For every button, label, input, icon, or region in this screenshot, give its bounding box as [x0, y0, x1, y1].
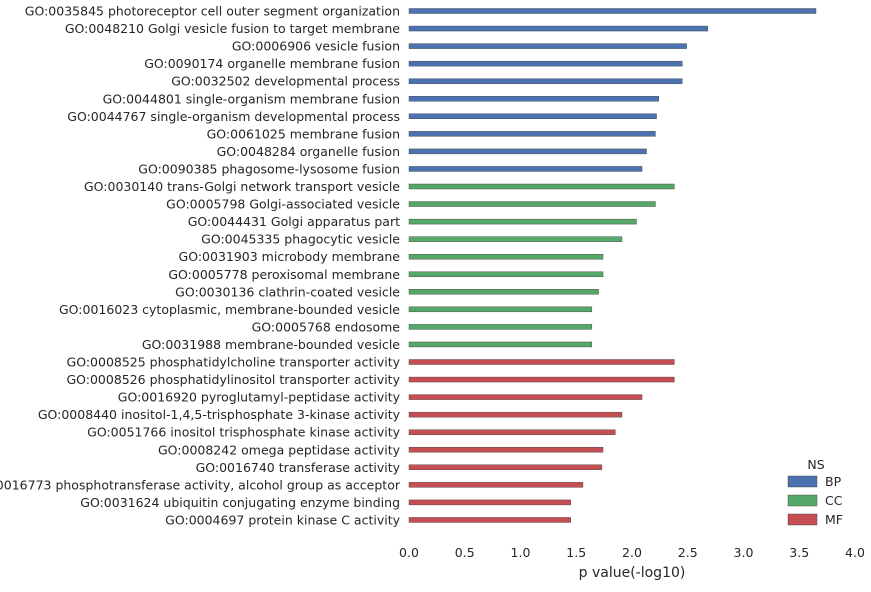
bar-28 — [408, 482, 584, 488]
bar-11 — [408, 183, 675, 190]
category-label-20: GO:0031988 membrane-bounded vesicle — [142, 337, 400, 352]
x-tick-label-7: 3.0 — [734, 545, 754, 560]
category-label-30: GO:0004697 protein kinase C activity — [165, 512, 400, 527]
category-label-19: GO:0005768 endosome — [252, 319, 401, 334]
legend: NS BP CC MF — [787, 457, 843, 527]
bar-21 — [408, 359, 675, 365]
category-label-11: GO:0030140 trans-Golgi network transport… — [84, 179, 400, 194]
x-tick-label-5: 2.0 — [622, 545, 642, 560]
legend-label-cc: CC — [825, 493, 843, 508]
legend-swatch-cc — [787, 494, 818, 507]
category-label-22: GO:0008526 phosphatidylinositol transpor… — [66, 372, 400, 387]
legend-swatch-mf — [787, 513, 818, 526]
bar-22 — [408, 376, 675, 383]
bar-6 — [408, 96, 659, 102]
category-label-9: GO:0048284 organelle fusion — [217, 144, 400, 159]
category-label-15: GO:0031903 microbody membrane — [179, 249, 401, 264]
category-label-23: GO:0016920 pyroglutamyl-peptidase activi… — [118, 390, 401, 405]
x-tick-label-6: 2.5 — [678, 545, 698, 560]
bar-26 — [408, 447, 604, 453]
category-label-7: GO:0044767 single-organism developmental… — [67, 109, 400, 124]
bar-9 — [408, 148, 647, 155]
category-label-2: GO:0048210 Golgi vesicle fusion to targe… — [65, 21, 400, 36]
category-label-24: GO:0008440 inositol-1,4,5-trisphosphate … — [38, 407, 401, 422]
legend-title: NS — [807, 457, 824, 472]
category-label-10: GO:0090385 phagosome-lysosome fusion — [138, 161, 400, 176]
bar-23 — [408, 394, 643, 400]
bar-1 — [408, 8, 817, 14]
category-label-26: GO:0008242 omega peptidase activity — [158, 442, 401, 457]
bar-24 — [408, 411, 623, 418]
x-tick-label-4: 1.5 — [566, 545, 586, 560]
category-label-18: GO:0016023 cytoplasmic, membrane-bounded… — [59, 302, 400, 317]
x-axis-label: p value(-log10) — [579, 565, 686, 581]
x-tick-label-1: 0.0 — [399, 545, 419, 560]
bar-17 — [408, 289, 599, 295]
category-label-4: GO:0090174 organelle membrane fusion — [144, 56, 400, 71]
category-label-1: GO:0035845 photoreceptor cell outer segm… — [25, 4, 400, 19]
bar-25 — [408, 429, 616, 435]
bar-12 — [408, 201, 656, 207]
category-label-27: GO:0016740 transferase activity — [196, 460, 401, 475]
bar-14 — [408, 236, 623, 242]
bar-4 — [408, 60, 683, 67]
category-label-25: GO:0051766 inositol trisphosphate kinase… — [87, 425, 400, 440]
bar-8 — [408, 131, 656, 137]
legend-label-mf: MF — [825, 512, 843, 527]
bars-layer — [408, 8, 817, 523]
bar-10 — [408, 166, 643, 172]
x-tick-label-2: 0.5 — [455, 545, 475, 560]
legend-items: BP CC MF — [787, 474, 843, 527]
bar-5 — [408, 78, 683, 84]
category-label-5: GO:0032502 developmental process — [171, 74, 400, 89]
category-label-8: GO:0061025 membrane fusion — [207, 126, 400, 141]
category-label-28: GO:0016773 phosphotransferase activity, … — [0, 477, 401, 492]
bar-19 — [408, 324, 593, 330]
bar-13 — [408, 218, 637, 225]
category-label-12: GO:0005798 Golgi-associated vesicle — [166, 197, 400, 212]
category-label-29: GO:0031624 ubiquitin conjugating enzyme … — [80, 495, 400, 510]
bar-30 — [408, 517, 571, 523]
category-labels: GO:0035845 photoreceptor cell outer segm… — [0, 4, 401, 528]
x-axis-ticks: 0.0 0.5 1.0 1.5 2.0 2.5 3.0 3.5 4.0 — [399, 545, 865, 560]
legend-label-bp: BP — [825, 474, 842, 489]
legend-swatch-bp — [787, 475, 818, 488]
category-label-13: GO:0044431 Golgi apparatus part — [188, 214, 400, 229]
category-label-6: GO:0044801 single-organism membrane fusi… — [103, 91, 400, 106]
x-tick-label-8: 3.5 — [789, 545, 809, 560]
bar-16 — [408, 271, 604, 277]
category-label-21: GO:0008525 phosphatidylcholine transport… — [67, 355, 401, 370]
bar-15 — [408, 253, 604, 260]
bar-20 — [408, 341, 593, 348]
bar-18 — [408, 306, 593, 313]
category-label-14: GO:0045335 phagocytic vesicle — [201, 232, 400, 247]
bar-2 — [408, 25, 709, 32]
x-tick-label-3: 1.0 — [511, 545, 531, 560]
bar-29 — [408, 499, 571, 506]
category-label-17: GO:0030136 clathrin-coated vesicle — [175, 284, 400, 299]
category-label-16: GO:0005778 peroxisomal membrane — [168, 267, 400, 282]
category-label-3: GO:0006906 vesicle fusion — [232, 39, 400, 54]
bar-3 — [408, 43, 687, 49]
bar-27 — [408, 464, 603, 470]
bar-7 — [408, 113, 657, 120]
x-tick-label-9: 4.0 — [845, 545, 865, 560]
